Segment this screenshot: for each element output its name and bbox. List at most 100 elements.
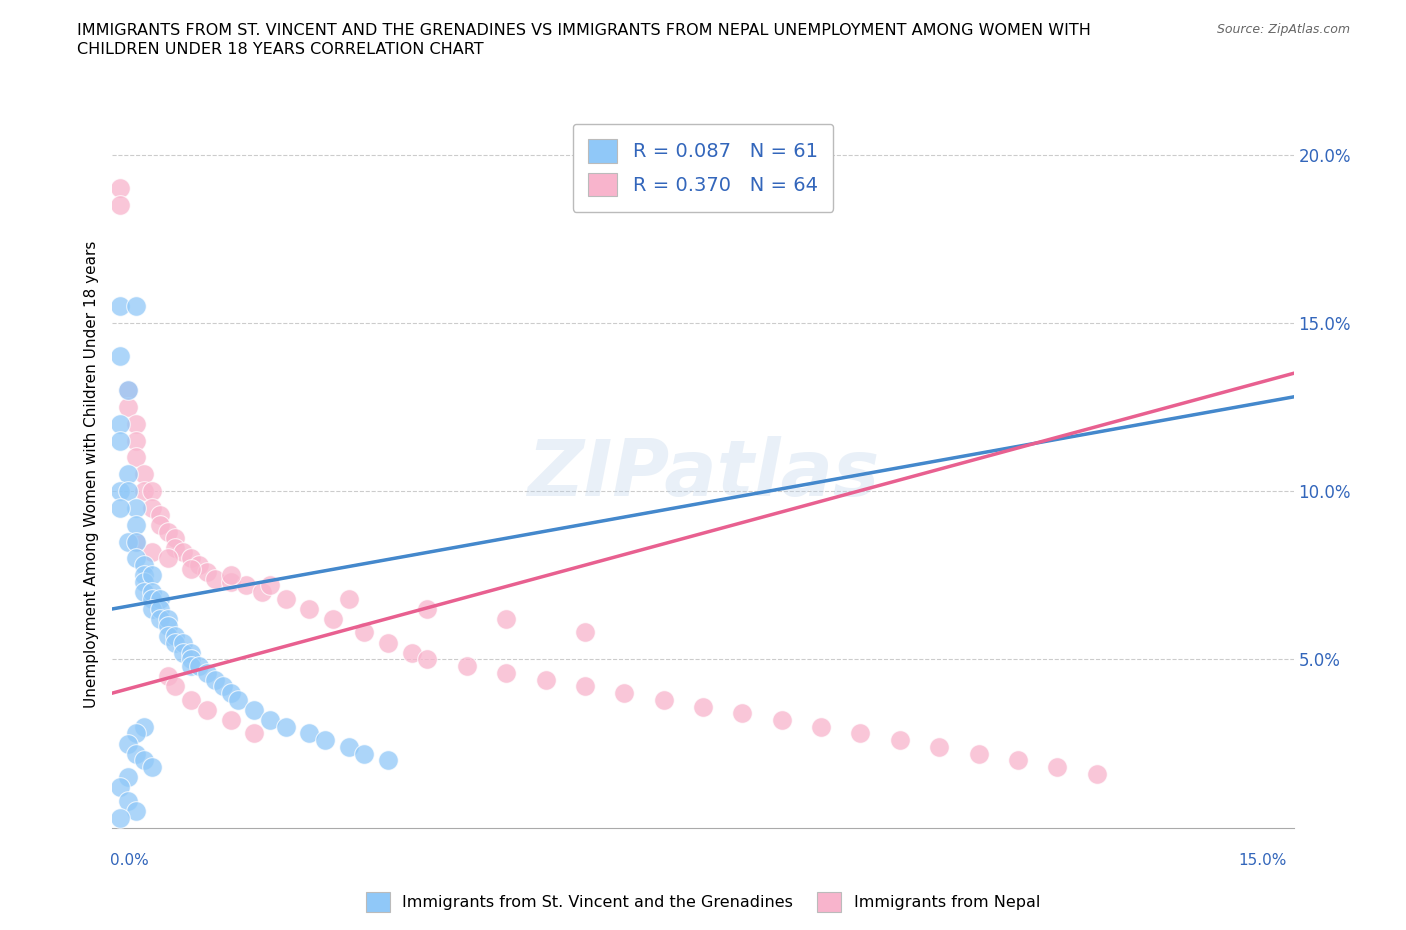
Point xyxy=(132,719,155,734)
Point xyxy=(110,484,132,498)
Point xyxy=(132,585,155,600)
Point xyxy=(353,625,375,640)
Point xyxy=(495,666,517,681)
Point xyxy=(156,669,179,684)
Point xyxy=(235,578,257,592)
Text: Source: ZipAtlas.com: Source: ZipAtlas.com xyxy=(1216,23,1350,36)
Point xyxy=(353,746,375,761)
Point xyxy=(125,534,148,549)
Point xyxy=(132,467,155,482)
Point xyxy=(132,753,155,768)
Point xyxy=(117,383,139,398)
Y-axis label: Unemployment Among Women with Children Under 18 years: Unemployment Among Women with Children U… xyxy=(83,241,98,708)
Point xyxy=(156,629,179,644)
Point xyxy=(180,658,202,673)
Point xyxy=(204,571,226,586)
Point xyxy=(165,679,187,694)
Point xyxy=(125,746,148,761)
Point xyxy=(195,702,218,717)
Point xyxy=(180,645,202,660)
Point xyxy=(141,760,163,775)
Point xyxy=(110,197,132,212)
Text: 0.0%: 0.0% xyxy=(110,853,149,868)
Point xyxy=(243,702,266,717)
Point xyxy=(165,629,187,644)
Point xyxy=(243,726,266,741)
Point xyxy=(110,433,132,448)
Point xyxy=(928,739,950,754)
Point xyxy=(574,679,596,694)
Point xyxy=(416,602,439,617)
Point xyxy=(110,180,132,195)
Point xyxy=(211,679,233,694)
Point xyxy=(219,685,242,700)
Point xyxy=(849,726,872,741)
Point xyxy=(314,733,336,748)
Point xyxy=(889,733,911,748)
Point xyxy=(188,658,211,673)
Point xyxy=(180,692,202,707)
Point xyxy=(188,558,211,573)
Point xyxy=(125,450,148,465)
Point xyxy=(132,575,155,590)
Point xyxy=(117,467,139,482)
Point xyxy=(770,712,793,727)
Point xyxy=(1046,760,1069,775)
Point xyxy=(110,417,132,432)
Point xyxy=(149,591,172,606)
Point xyxy=(117,484,139,498)
Point xyxy=(125,804,148,818)
Point xyxy=(731,706,754,721)
Point xyxy=(165,531,187,546)
Point xyxy=(204,672,226,687)
Point xyxy=(132,484,155,498)
Point xyxy=(125,726,148,741)
Point xyxy=(250,585,273,600)
Point xyxy=(141,544,163,559)
Text: CHILDREN UNDER 18 YEARS CORRELATION CHART: CHILDREN UNDER 18 YEARS CORRELATION CHAR… xyxy=(77,42,484,57)
Point xyxy=(149,507,172,522)
Point xyxy=(110,810,132,825)
Point xyxy=(228,692,250,707)
Point xyxy=(125,534,148,549)
Point xyxy=(377,635,399,650)
Point xyxy=(180,551,202,565)
Point xyxy=(125,500,148,515)
Point xyxy=(141,591,163,606)
Point xyxy=(125,551,148,565)
Point xyxy=(180,561,202,576)
Point xyxy=(219,712,242,727)
Legend: Immigrants from St. Vincent and the Grenadines, Immigrants from Nepal: Immigrants from St. Vincent and the Gren… xyxy=(360,886,1046,918)
Point xyxy=(195,565,218,579)
Point xyxy=(534,672,557,687)
Point xyxy=(416,652,439,667)
Point xyxy=(117,400,139,415)
Point xyxy=(274,591,297,606)
Point xyxy=(110,500,132,515)
Point xyxy=(1007,753,1029,768)
Point xyxy=(149,612,172,627)
Point xyxy=(132,568,155,583)
Point xyxy=(456,658,478,673)
Point xyxy=(322,612,344,627)
Point xyxy=(149,517,172,532)
Point xyxy=(377,753,399,768)
Point xyxy=(132,558,155,573)
Point xyxy=(337,739,360,754)
Point xyxy=(259,578,281,592)
Point xyxy=(156,618,179,633)
Point xyxy=(117,383,139,398)
Point xyxy=(110,349,132,364)
Point xyxy=(117,770,139,785)
Point xyxy=(495,612,517,627)
Point xyxy=(259,712,281,727)
Point xyxy=(337,591,360,606)
Legend: R = 0.087   N = 61, R = 0.370   N = 64: R = 0.087 N = 61, R = 0.370 N = 64 xyxy=(572,124,834,212)
Point xyxy=(810,719,832,734)
Point xyxy=(117,737,139,751)
Point xyxy=(298,726,321,741)
Point xyxy=(141,484,163,498)
Point xyxy=(195,666,218,681)
Point xyxy=(219,568,242,583)
Point xyxy=(117,534,139,549)
